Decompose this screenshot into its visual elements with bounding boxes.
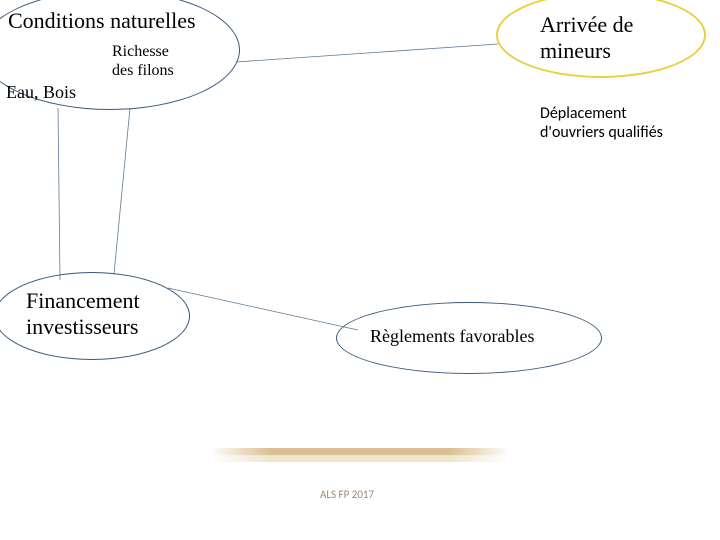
- financement-label: Financementinvestisseurs: [26, 288, 140, 341]
- decor-bar: [210, 448, 510, 462]
- reglements-label: Règlements favorables: [370, 326, 534, 348]
- footer-text: ALS FP 2017: [320, 488, 374, 501]
- deplacement-label: Déplacementd'ouvriers qualifiés: [540, 104, 663, 142]
- arrivee-label: Arrivée demineurs: [540, 12, 633, 65]
- richesse-label: Richessedes filons: [112, 42, 174, 80]
- eau-bois-label: Eau, Bois: [6, 82, 76, 104]
- conditions-label: Conditions naturelles: [8, 8, 196, 34]
